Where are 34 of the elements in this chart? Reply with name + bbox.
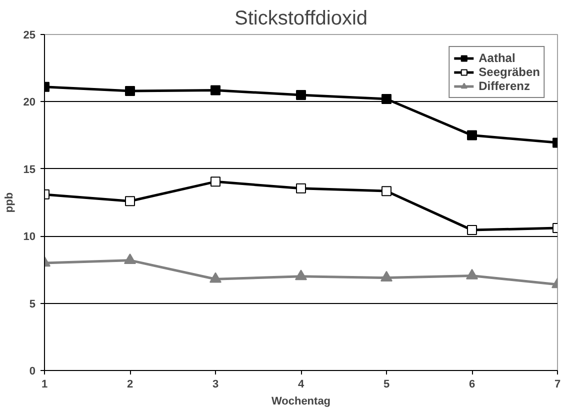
- point: [382, 94, 392, 104]
- x-tick-label: 3: [212, 378, 219, 390]
- x-tick-label: 6: [468, 378, 476, 390]
- point: [125, 196, 135, 206]
- point: [295, 270, 307, 280]
- point: [124, 253, 136, 264]
- y-axis-title: ppb: [3, 192, 16, 213]
- legend-label: Differenz: [478, 79, 530, 93]
- point: [210, 272, 222, 283]
- x-tick-label: 1: [41, 378, 48, 390]
- x-tick-label: 5: [383, 378, 390, 390]
- point: [210, 176, 220, 187]
- y-tick-label: 5: [29, 298, 36, 310]
- legend-label: Aathal: [478, 51, 516, 65]
- point: [466, 268, 478, 280]
- y-tick-label: 0: [29, 366, 36, 378]
- point: [382, 186, 392, 196]
- legend-label: Seegräben: [478, 65, 540, 79]
- y-tick-label: 15: [23, 164, 36, 176]
- x-tick-label: 7: [554, 378, 561, 390]
- point: [296, 90, 306, 100]
- y-tick-label: 25: [23, 30, 36, 42]
- point: [467, 225, 477, 236]
- x-tick-label: 4: [298, 378, 305, 390]
- y-tick-label: 20: [23, 96, 36, 109]
- chart-title: Stickstoffdioxid: [234, 8, 368, 30]
- point: [210, 85, 220, 96]
- point: [296, 183, 306, 194]
- x-axis-title: Wochentag: [271, 396, 331, 408]
- point: [125, 86, 135, 96]
- y-tick-label: 10: [23, 231, 36, 244]
- point: [380, 270, 392, 282]
- x-tick-label: 2: [126, 378, 134, 390]
- point: [467, 130, 477, 140]
